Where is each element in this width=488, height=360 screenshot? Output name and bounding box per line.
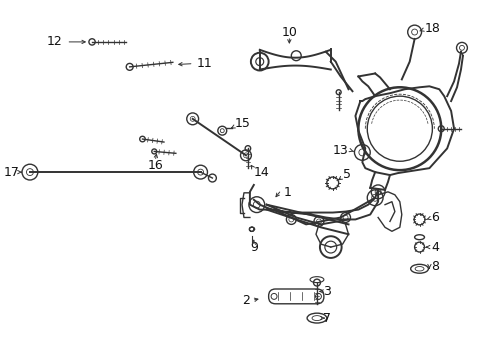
Text: 11: 11 (196, 57, 212, 70)
Text: 7: 7 (322, 312, 330, 325)
Text: 9: 9 (249, 240, 257, 253)
Text: 12: 12 (47, 35, 62, 48)
Text: 2: 2 (242, 294, 249, 307)
Text: 17: 17 (3, 166, 19, 179)
Text: 3: 3 (322, 285, 330, 298)
Text: 16: 16 (147, 159, 163, 172)
Text: 5: 5 (342, 168, 350, 181)
Text: 15: 15 (235, 117, 250, 130)
Text: 8: 8 (430, 260, 439, 273)
Text: 4: 4 (430, 240, 438, 253)
Text: 13: 13 (332, 144, 348, 157)
Text: 6: 6 (430, 211, 438, 224)
Text: 14: 14 (253, 166, 269, 179)
Text: 18: 18 (424, 22, 440, 35)
Text: 1: 1 (283, 186, 291, 199)
Text: 10: 10 (281, 26, 297, 39)
